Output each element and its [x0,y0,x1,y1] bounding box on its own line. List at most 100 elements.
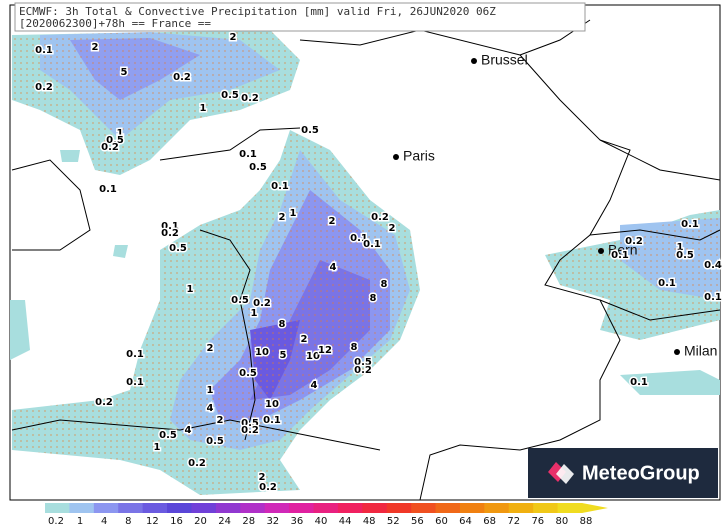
contour-label: 1 [154,442,161,453]
colorbar-label: 68 [483,516,496,527]
contour-label: 0.2 [625,236,643,247]
contour-label: 0.5 [676,250,694,261]
colorbar-swatch [386,503,412,513]
contour-label: 0.2 [354,365,372,376]
colorbar-swatch [45,503,70,513]
colorbar-swatch [142,503,168,513]
contour-label: 0.2 [188,458,206,469]
contour-label: 1 [207,385,214,396]
colorbar-label: 48 [363,516,376,527]
colorbar-label: 44 [339,516,352,527]
contour-label: 0.1 [126,349,144,360]
contour-label: 0.1 [611,250,629,261]
colorbar-label: 56 [411,516,424,527]
contour-label: 0.1 [239,149,257,160]
contour-label: 0.1 [263,415,281,426]
colorbar-swatch [557,503,583,513]
contour-labels: 0.1 225 0.20.20.5 0.210.510.50.20.10.50.10.… [34,31,724,495]
contour-label: 2 [301,334,308,345]
city-label: Brussel [481,52,528,68]
contour-label: 12 [318,345,332,356]
city-dot [598,248,604,254]
city-dot [674,349,680,355]
city-label: Paris [403,148,435,164]
contour-label: 0.1 [658,278,676,289]
colorbar-arrow [582,503,608,513]
colorbar-label: 80 [556,516,569,527]
contour-label: 0.2 [101,142,119,153]
contour-label: 0.1 [161,221,179,232]
colorbar-label: 40 [315,516,328,527]
colorbar-label: 76 [531,516,544,527]
contour-label: 1 [187,284,194,295]
colorbar-swatch [93,503,119,513]
borders [11,19,721,501]
colorbar-label: 36 [291,516,304,527]
contour-label: 2 [92,42,99,53]
contour-label: 0.1 [271,181,289,192]
colorbar-swatch [533,503,559,513]
contour-label: 0.1 [704,292,722,303]
colorbar: 0.2 1 4 8 12 16 20 24 28 32 36 40 44 48 52 56 60 64 68 72 76… [45,503,608,527]
colorbar-label: 28 [242,516,255,527]
contour-label: 0.1 [630,377,648,388]
contour-label: 0.2 [259,482,277,493]
contour-label: 0.1 [126,377,144,388]
contour-label: 0.5 [239,368,257,379]
contour-label: 8 [370,293,377,304]
colorbar-swatch [337,503,363,513]
contour-label: 0.2 [241,425,259,436]
city-label: Bern [608,242,638,258]
colorbar-swatch [508,503,534,513]
colorbar-label: 20 [194,516,207,527]
colorbar-swatch [69,503,95,513]
contour-label: 0.5 [241,418,259,429]
colorbar-swatch [289,503,314,513]
contour-label: 5 [121,67,128,78]
colorbar-label: 88 [580,516,593,527]
contour-label: 0.5 [169,243,187,254]
contour-label: 10 [265,399,279,410]
colorbar-label: 52 [387,516,400,527]
city-dot [393,154,399,160]
colorbar-label: 8 [125,516,131,527]
contour-label: 0.2 [253,298,271,309]
contour-label: 0.5 [301,125,319,136]
contour-label: 5 [280,350,287,361]
contour-label: 0.1 [681,219,699,230]
contour-label: 4 [185,425,192,436]
colorbar-label: 64 [459,516,472,527]
contour-label: 4 [330,262,337,273]
contour-label: 0.5 [206,436,224,447]
colorbar-label: 72 [507,516,520,527]
contour-label: 0.5 [231,295,249,306]
contour-label: 8 [351,342,358,353]
contour-label: 1 [117,128,124,139]
contour-label: 0.5 [221,90,239,101]
contour-label: 0.2 [173,72,191,83]
colorbar-swatch [435,503,461,513]
contour-label: 0.1 [350,233,368,244]
precip-areas [10,30,720,495]
contour-label: 8 [381,279,388,290]
colorbar-label: 1 [77,516,83,527]
contour-label: 2 [217,415,224,426]
header-line: [2020062300]+78h == France == [19,17,211,30]
header-line: ECMWF: 3h Total & Convective Precipitati… [19,5,496,18]
colorbar-swatch [167,503,192,513]
contour-label: 2 [259,472,266,483]
contour-label: 1 [677,242,684,253]
contour-label: 8 [279,319,286,330]
contour-label: 2 [329,216,336,227]
logo-text: MeteoGroup [582,462,700,484]
contour-label: 0.1 [35,45,53,56]
colorbar-swatch [484,503,510,513]
contour-label: 4 [311,380,318,391]
contour-label: 2 [207,343,214,354]
contour-label: 0.2 [95,397,113,408]
contour-label: 0.5 [249,162,267,173]
colorbar-swatch [313,503,339,513]
contour-label: 0.2 [241,93,259,104]
